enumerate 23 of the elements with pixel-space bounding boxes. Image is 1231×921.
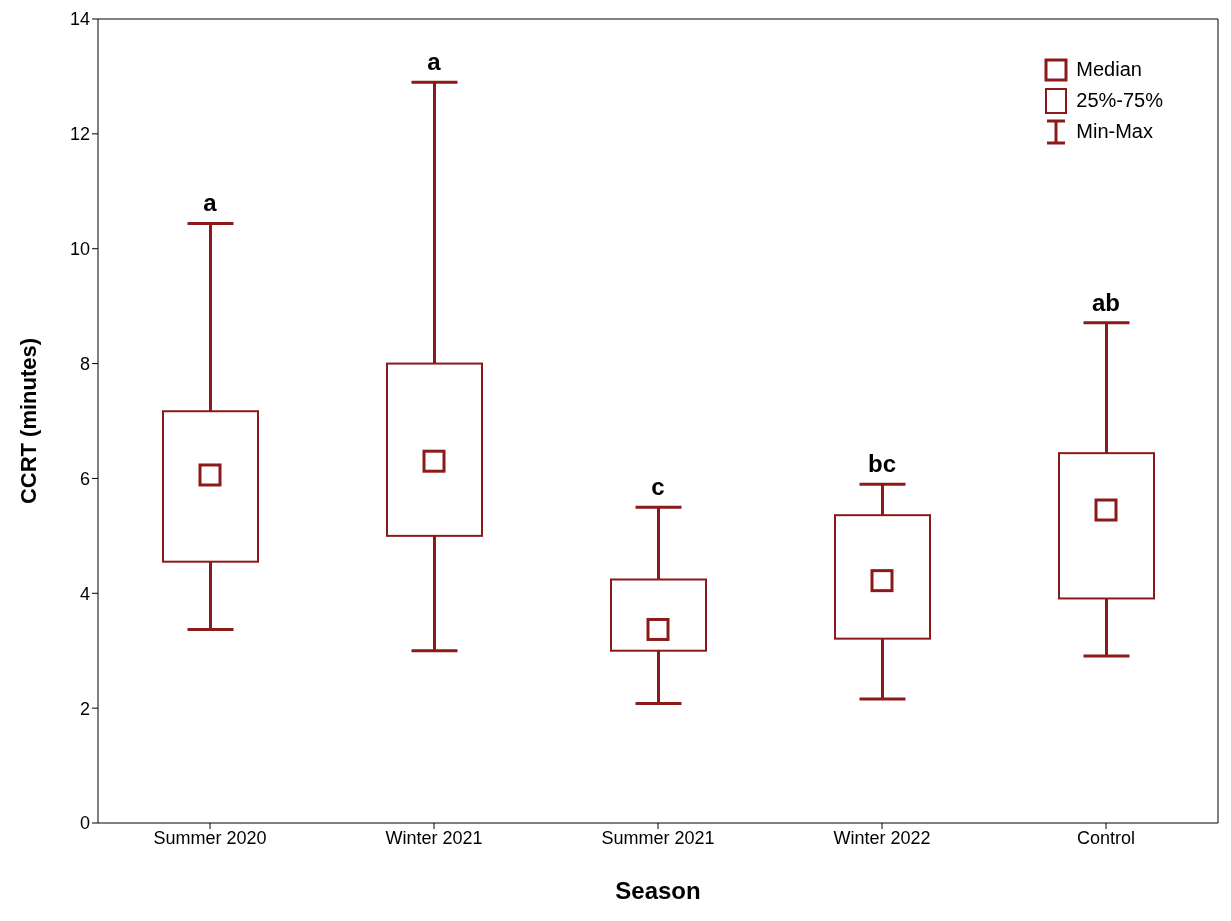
annotation: ab [1091, 288, 1121, 316]
annotation: a [203, 189, 218, 217]
x-tick-label: Winter 2022 [833, 827, 931, 848]
y-axis-title: CCRT (minutes) [15, 337, 41, 505]
x-tick-label: Summer 2020 [153, 827, 267, 848]
annotation: a [427, 48, 442, 76]
y-tick-label: 2 [79, 698, 90, 719]
annotation: bc [867, 450, 897, 478]
y-tick-label: 6 [79, 468, 90, 489]
y-tick-label: 12 [69, 124, 90, 145]
annotation: 25%-75% [1076, 89, 1163, 112]
x-tick-label: Winter 2021 [385, 827, 483, 848]
y-tick-label: 14 [69, 9, 90, 30]
x-tick-label: Control [1076, 827, 1136, 848]
y-tick-label: 4 [79, 583, 90, 604]
y-tick-label: 10 [69, 239, 90, 260]
annotation: Min-Max [1076, 120, 1153, 143]
x-axis-title: Season [615, 877, 701, 904]
annotation: c [651, 473, 665, 501]
y-tick-label: 8 [79, 353, 90, 374]
annotation: Median [1076, 58, 1142, 81]
x-tick-label: Summer 2021 [601, 827, 715, 848]
y-tick-label: 0 [79, 813, 90, 834]
